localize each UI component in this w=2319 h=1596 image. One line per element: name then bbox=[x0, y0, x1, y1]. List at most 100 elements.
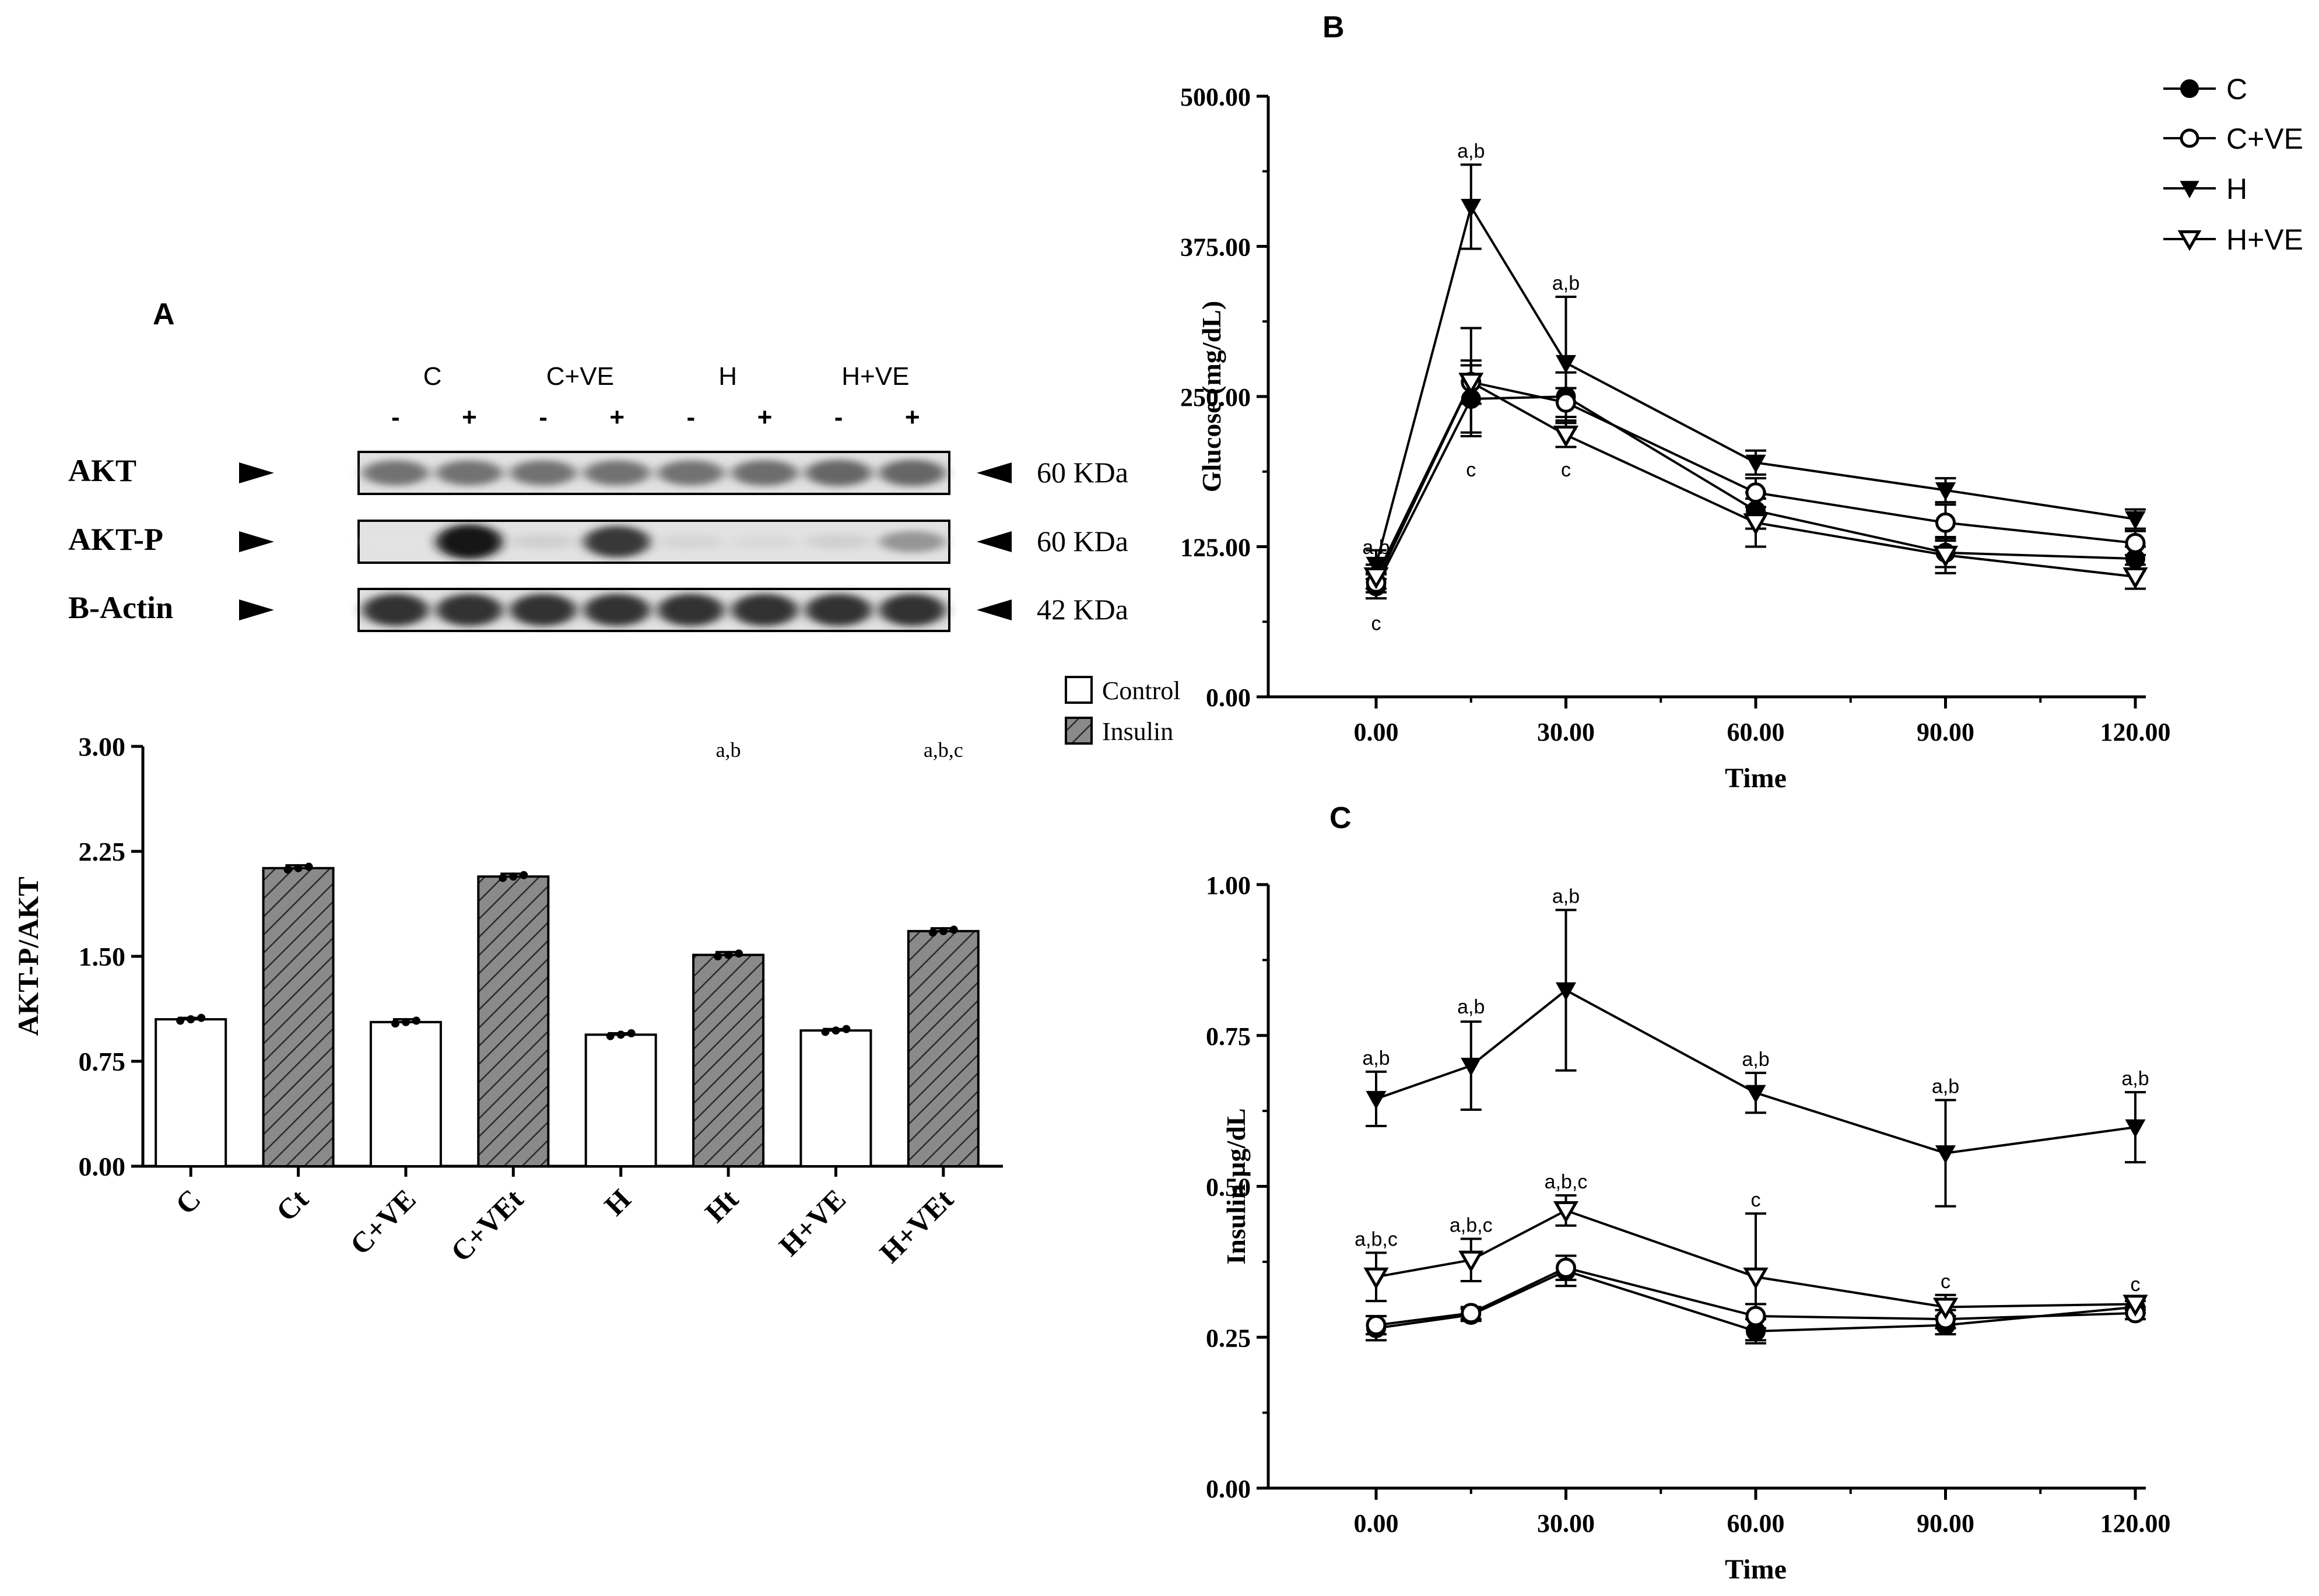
data-point bbox=[2125, 1119, 2146, 1138]
legend-label: H+VE bbox=[2226, 223, 2303, 256]
y-tick-label: 250.00 bbox=[1180, 383, 1251, 412]
bar-point bbox=[509, 872, 518, 881]
blot-band bbox=[805, 594, 872, 626]
bar-point bbox=[294, 864, 303, 872]
data-point bbox=[2180, 79, 2199, 98]
bar-point bbox=[412, 1016, 420, 1025]
annotation: c bbox=[1466, 459, 1476, 481]
data-point bbox=[1555, 982, 1577, 1001]
data-point bbox=[1932, 1297, 1959, 1320]
western-blot: C C+VE H H+VE - + - + - + - + AKT 60 KDa AKT-P 60 KDa B-… bbox=[68, 362, 1128, 632]
x-tick-label: 60.00 bbox=[1727, 718, 1785, 746]
y-tick-label: 2.25 bbox=[79, 837, 126, 867]
bar-point bbox=[304, 862, 313, 871]
akt-ratio-bar-chart: 0.00 0.75 1.50 2.25 3.00 AKT-P/AKT C Ct C+VE C+VE… bbox=[12, 676, 1180, 1269]
annotation: a,b,c bbox=[1450, 1215, 1493, 1237]
bar-point bbox=[391, 1019, 399, 1028]
x-tick-label: Ht bbox=[699, 1183, 745, 1229]
blot-band bbox=[510, 534, 577, 549]
bar-point bbox=[520, 871, 528, 879]
bar-point bbox=[832, 1026, 840, 1035]
bar-point bbox=[724, 950, 733, 959]
data-point bbox=[2125, 532, 2146, 553]
y-axis-title: AKT-P/AKT bbox=[12, 876, 44, 1036]
blot-band bbox=[362, 594, 429, 626]
y-tick-label: 0.00 bbox=[1206, 1475, 1251, 1503]
bar-annotation: a,b bbox=[716, 738, 741, 762]
blot-group-label: H+VE bbox=[841, 362, 909, 391]
y-tick-label: 0.75 bbox=[79, 1047, 126, 1076]
bar bbox=[369, 1020, 442, 1168]
data-point bbox=[1556, 1257, 1576, 1278]
series-line bbox=[1375, 380, 2136, 578]
data-point bbox=[1366, 1315, 1387, 1336]
bar-point bbox=[499, 874, 507, 882]
y-tick-label: 0.00 bbox=[1206, 683, 1251, 712]
bar-point bbox=[197, 1013, 206, 1022]
y-tick-label: 0.00 bbox=[79, 1152, 126, 1181]
blot-row-label: B-Actin bbox=[68, 590, 173, 625]
legend-label: C bbox=[2226, 73, 2247, 106]
panel-label-a: A bbox=[153, 297, 175, 331]
x-axis-title: Time bbox=[1725, 763, 1787, 794]
blot-band bbox=[436, 460, 503, 486]
blot-band bbox=[657, 460, 724, 486]
x-tick-label: Ct bbox=[269, 1183, 314, 1227]
x-tick-label: 60.00 bbox=[1727, 1509, 1785, 1538]
series-line bbox=[1376, 988, 2136, 1155]
x-tick-label: 120.00 bbox=[2100, 718, 2171, 746]
bar-point bbox=[939, 927, 948, 935]
blot-kda-arrow bbox=[977, 462, 1012, 483]
x-tick-label: H bbox=[598, 1183, 637, 1222]
blot-row-arrow bbox=[239, 531, 274, 552]
data-point bbox=[1745, 1306, 1766, 1327]
blot-lane-sign: + bbox=[905, 403, 920, 432]
data-point bbox=[1363, 1267, 1389, 1290]
data-point bbox=[2122, 1295, 2148, 1317]
annotation: c bbox=[1371, 613, 1381, 635]
data-point bbox=[1743, 513, 1769, 535]
data-point bbox=[1932, 545, 1959, 568]
bar-point bbox=[735, 949, 743, 958]
bar-point bbox=[821, 1027, 830, 1036]
data-point bbox=[1458, 373, 1484, 395]
annotation: a,b bbox=[1552, 272, 1580, 294]
annotation: a,b bbox=[1362, 536, 1390, 559]
data-point bbox=[1461, 1058, 1482, 1076]
annotation: a,b bbox=[1457, 140, 1485, 162]
bar-point bbox=[627, 1029, 636, 1037]
annotation: c bbox=[1751, 1189, 1761, 1211]
blot-band bbox=[731, 459, 798, 486]
blot-band bbox=[657, 534, 724, 549]
data-point bbox=[1935, 512, 1956, 533]
data-point bbox=[1745, 482, 1766, 503]
data-point bbox=[1556, 392, 1576, 413]
bar bbox=[907, 929, 980, 1168]
bar-annotation: a,b,c bbox=[924, 738, 963, 762]
data-point bbox=[1743, 1267, 1769, 1290]
blot-band bbox=[731, 594, 798, 626]
data-point bbox=[1555, 355, 1577, 374]
bar-point bbox=[187, 1015, 195, 1023]
x-tick-label: H+VEt bbox=[873, 1183, 959, 1269]
blot-band bbox=[731, 534, 798, 549]
legend-label: Control bbox=[1102, 676, 1180, 705]
blot-band bbox=[436, 524, 503, 559]
annotation: a,b bbox=[1362, 1047, 1390, 1069]
blot-kda-label: 42 KDa bbox=[1037, 593, 1128, 626]
data-point bbox=[1553, 1201, 1579, 1223]
bar-point bbox=[283, 865, 292, 874]
data-point bbox=[1458, 1250, 1484, 1273]
y-tick-label: 0.75 bbox=[1206, 1022, 1251, 1051]
legend-label: Insulin bbox=[1102, 717, 1173, 746]
blot-group-label: H bbox=[718, 362, 737, 391]
data-point bbox=[1363, 567, 1389, 590]
blot-band bbox=[584, 460, 651, 486]
blot-band bbox=[362, 460, 429, 486]
blot-band bbox=[584, 526, 651, 557]
blot-group-label: C bbox=[423, 362, 442, 391]
bar-point bbox=[176, 1016, 185, 1025]
blot-band bbox=[879, 459, 946, 486]
bar-point bbox=[842, 1025, 851, 1033]
